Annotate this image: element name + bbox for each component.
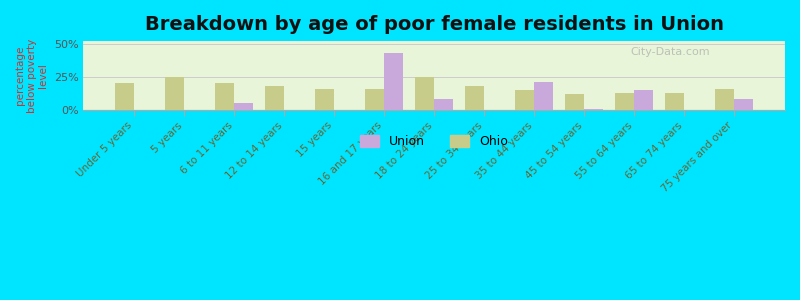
Y-axis label: percentage
below poverty
level: percentage below poverty level bbox=[15, 38, 48, 112]
Bar bbox=[734, 99, 753, 110]
Bar bbox=[384, 53, 403, 110]
Bar bbox=[434, 99, 453, 110]
Bar bbox=[515, 90, 534, 110]
Bar bbox=[115, 83, 134, 110]
Bar bbox=[565, 94, 584, 110]
Bar bbox=[584, 109, 603, 110]
Bar bbox=[234, 103, 254, 110]
Bar bbox=[665, 93, 684, 110]
Bar bbox=[315, 89, 334, 110]
Bar bbox=[266, 86, 284, 110]
Bar bbox=[634, 90, 653, 110]
Bar bbox=[534, 82, 553, 110]
Bar bbox=[215, 83, 234, 110]
Bar bbox=[415, 77, 434, 110]
Bar bbox=[365, 89, 384, 110]
Title: Breakdown by age of poor female residents in Union: Breakdown by age of poor female resident… bbox=[145, 15, 724, 34]
Bar bbox=[715, 89, 734, 110]
Legend: Union, Ohio: Union, Ohio bbox=[355, 130, 513, 153]
Text: City-Data.com: City-Data.com bbox=[630, 46, 710, 57]
Bar bbox=[166, 77, 184, 110]
Bar bbox=[465, 86, 484, 110]
Bar bbox=[615, 93, 634, 110]
